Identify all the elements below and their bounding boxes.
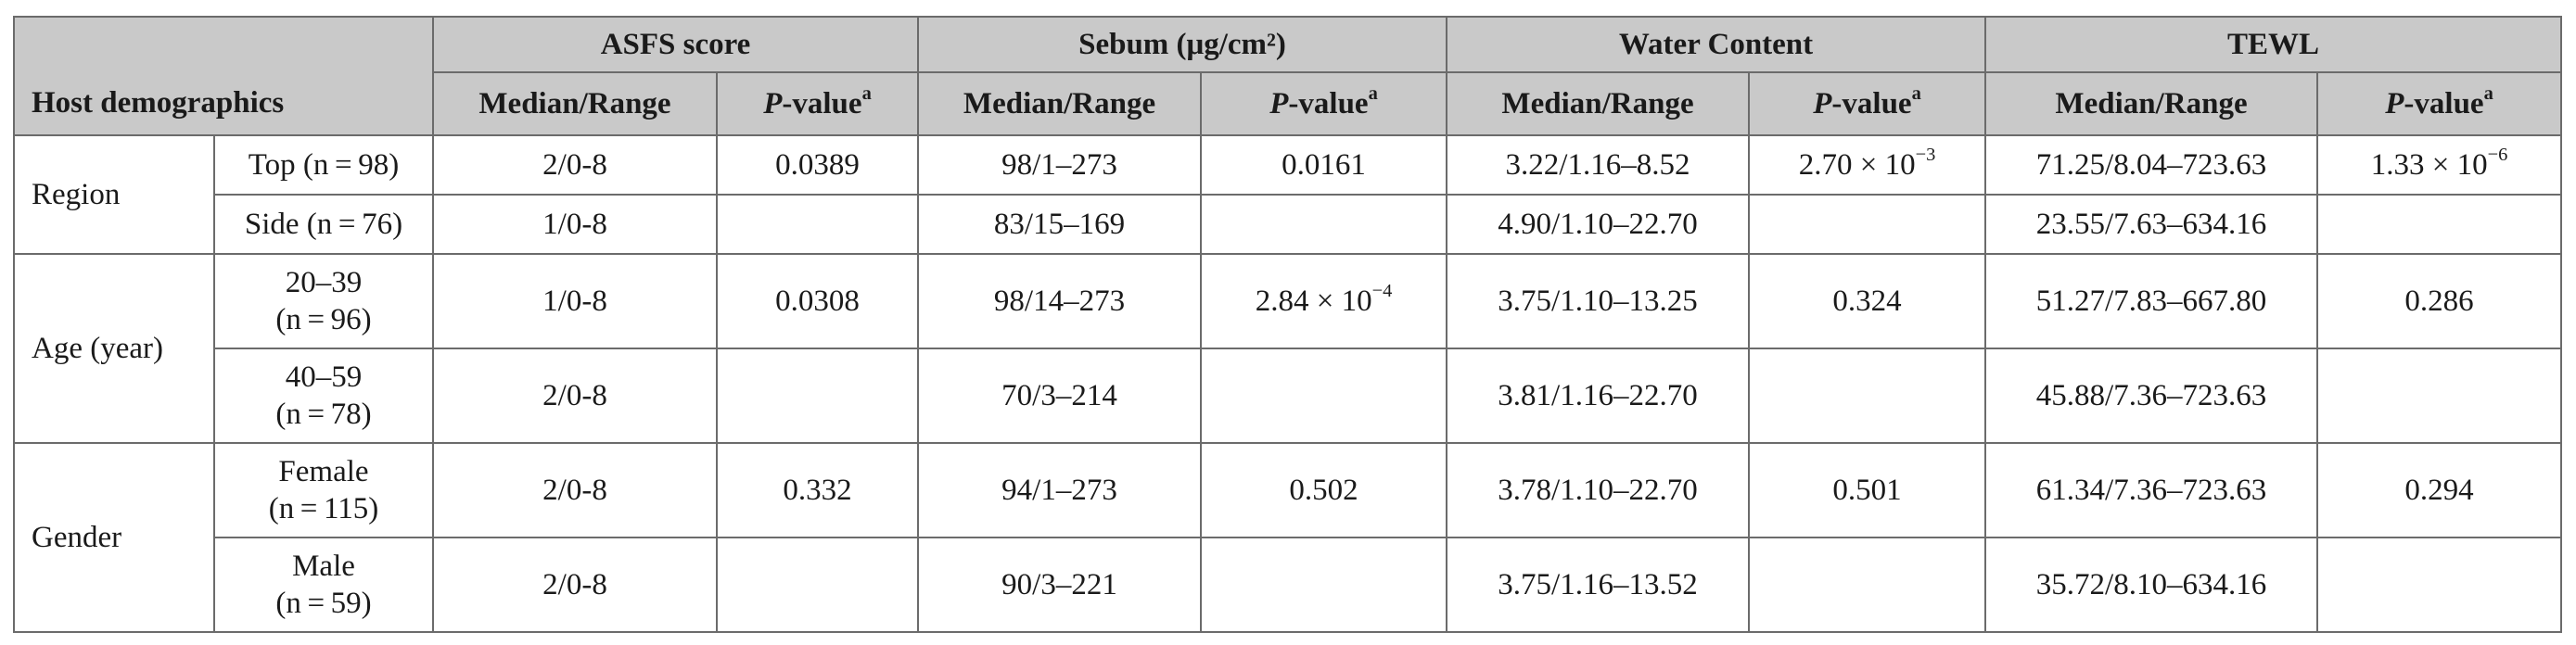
water-median-cell: 3.75/1.10–13.25 xyxy=(1446,253,1751,349)
water-median-cell: 4.90/1.10–22.70 xyxy=(1446,194,1751,255)
tewl-median-header: Median/Range xyxy=(1984,71,2319,136)
host-demographics-header: Host demographics xyxy=(13,16,434,136)
tewl-header: TEWL xyxy=(1984,16,2563,73)
water-pvalue-cell: 2.70 × 10−3 xyxy=(1748,134,1987,196)
water-pvalue-header: P-valuea xyxy=(1748,71,1987,136)
asfs-median-cell: 2/0-8 xyxy=(432,348,718,444)
row-label: Male (n = 59) xyxy=(213,537,434,633)
group-label-age: Age (year) xyxy=(13,253,215,444)
asfs-median-cell: 1/0-8 xyxy=(432,253,718,349)
table-row: Side (n = 76) 1/0-8 83/15–169 4.90/1.10–… xyxy=(14,194,2563,255)
tewl-pvalue-cell: 0.286 xyxy=(2316,253,2563,349)
asfs-pvalue-cell: 0.0389 xyxy=(715,134,920,196)
sebum-median-cell: 94/1–273 xyxy=(917,442,1203,538)
sebum-pvalue-cell xyxy=(1200,348,1448,444)
asfs-pvalue-cell: 0.332 xyxy=(715,442,920,538)
sebum-median-cell: 98/1–273 xyxy=(917,134,1203,196)
asfs-median-header: Median/Range xyxy=(432,71,718,136)
tewl-pvalue-cell: 0.294 xyxy=(2316,442,2563,538)
water-pvalue-cell: 0.501 xyxy=(1748,442,1987,538)
tewl-median-cell: 51.27/7.83–667.80 xyxy=(1984,253,2319,349)
table-row: 40–59 (n = 78) 2/0-8 70/3–214 3.81/1.16–2… xyxy=(14,348,2563,444)
asfs-pvalue-header: P-valuea xyxy=(715,71,920,136)
header-row-groups: Host demographics ASFS score Sebum (μg/c… xyxy=(13,16,2563,136)
sebum-pvalue-header: P-valuea xyxy=(1200,71,1448,136)
data-table-container: Host demographics ASFS score Sebum (μg/c… xyxy=(13,16,2563,633)
tewl-pvalue-cell: 1.33 × 10−6 xyxy=(2316,134,2563,196)
sebum-pvalue-cell: 0.0161 xyxy=(1200,134,1448,196)
group-label-region: Region xyxy=(13,134,215,255)
sebum-median-cell: 83/15–169 xyxy=(917,194,1203,255)
table-row: Male (n = 59) 2/0-8 90/3–221 3.75/1.16–13… xyxy=(14,537,2563,633)
tewl-pvalue-cell xyxy=(2316,348,2563,444)
asfs-pvalue-cell: 0.0308 xyxy=(715,253,920,349)
water-median-cell: 3.22/1.16–8.52 xyxy=(1446,134,1751,196)
asfs-median-cell: 2/0-8 xyxy=(432,537,718,633)
asfs-median-cell: 2/0-8 xyxy=(432,442,718,538)
sebum-median-cell: 70/3–214 xyxy=(917,348,1203,444)
group-label-gender: Gender xyxy=(13,442,215,633)
asfs-pvalue-cell xyxy=(715,537,920,633)
asfs-header: ASFS score xyxy=(431,16,920,73)
tewl-pvalue-header: P-valuea xyxy=(2316,71,2563,136)
row-label: Top (n = 98) xyxy=(213,134,434,196)
host-demographics-table: Host demographics ASFS score Sebum (μg/c… xyxy=(13,16,2563,633)
water-median-cell: 3.78/1.10–22.70 xyxy=(1446,442,1751,538)
water-pvalue-cell xyxy=(1748,194,1987,255)
row-label: 40–59 (n = 78) xyxy=(213,348,434,444)
row-label: Female (n = 115) xyxy=(213,442,434,538)
row-label: 20–39 (n = 96) xyxy=(213,253,434,349)
tewl-median-cell: 35.72/8.10–634.16 xyxy=(1984,537,2319,633)
tewl-median-cell: 23.55/7.63–634.16 xyxy=(1984,194,2319,255)
water-pvalue-cell: 0.324 xyxy=(1748,253,1987,349)
tewl-pvalue-cell xyxy=(2316,537,2563,633)
water-content-header: Water Content xyxy=(1446,16,1987,73)
sebum-pvalue-cell: 0.502 xyxy=(1200,442,1448,538)
tewl-median-cell: 71.25/8.04–723.63 xyxy=(1984,134,2319,196)
tewl-median-cell: 45.88/7.36–723.63 xyxy=(1984,348,2319,444)
sebum-pvalue-cell xyxy=(1200,194,1448,255)
sebum-median-cell: 90/3–221 xyxy=(917,537,1203,633)
sebum-header: Sebum (μg/cm²) xyxy=(917,16,1448,73)
water-pvalue-cell xyxy=(1748,537,1987,633)
row-label: Side (n = 76) xyxy=(213,194,434,255)
header-row-subcolumns: Median/Range P-valuea Median/Range P-val… xyxy=(14,71,2563,136)
asfs-pvalue-cell xyxy=(715,194,920,255)
water-median-header: Median/Range xyxy=(1446,71,1751,136)
water-median-cell: 3.81/1.16–22.70 xyxy=(1446,348,1751,444)
asfs-pvalue-cell xyxy=(715,348,920,444)
table-row: Gender Female (n = 115) 2/0-8 0.332 94/1–… xyxy=(13,442,2563,633)
sebum-pvalue-cell: 2.84 × 10−4 xyxy=(1200,253,1448,349)
table-row: Age (year) 20–39 (n = 96) 1/0-8 0.0308 98… xyxy=(13,253,2563,444)
table-row: Region Top (n = 98) 2/0-8 0.0389 98/1–27… xyxy=(13,134,2563,255)
water-pvalue-cell xyxy=(1748,348,1987,444)
asfs-median-cell: 2/0-8 xyxy=(432,134,718,196)
tewl-pvalue-cell xyxy=(2316,194,2563,255)
asfs-median-cell: 1/0-8 xyxy=(432,194,718,255)
sebum-median-header: Median/Range xyxy=(917,71,1203,136)
sebum-pvalue-cell xyxy=(1200,537,1448,633)
sebum-median-cell: 98/14–273 xyxy=(917,253,1203,349)
tewl-median-cell: 61.34/7.36–723.63 xyxy=(1984,442,2319,538)
water-median-cell: 3.75/1.16–13.52 xyxy=(1446,537,1751,633)
